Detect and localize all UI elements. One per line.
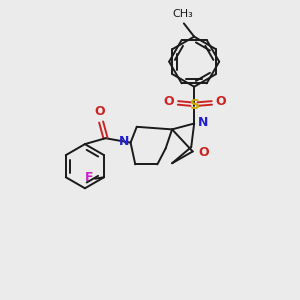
Text: CH₃: CH₃ [172,9,193,19]
Text: N: N [119,135,129,148]
Text: N: N [198,116,208,129]
Text: S: S [190,98,200,112]
Text: O: O [215,95,226,108]
Text: F: F [85,171,94,184]
Text: O: O [94,105,105,118]
Text: O: O [164,95,174,108]
Text: O: O [198,146,208,159]
